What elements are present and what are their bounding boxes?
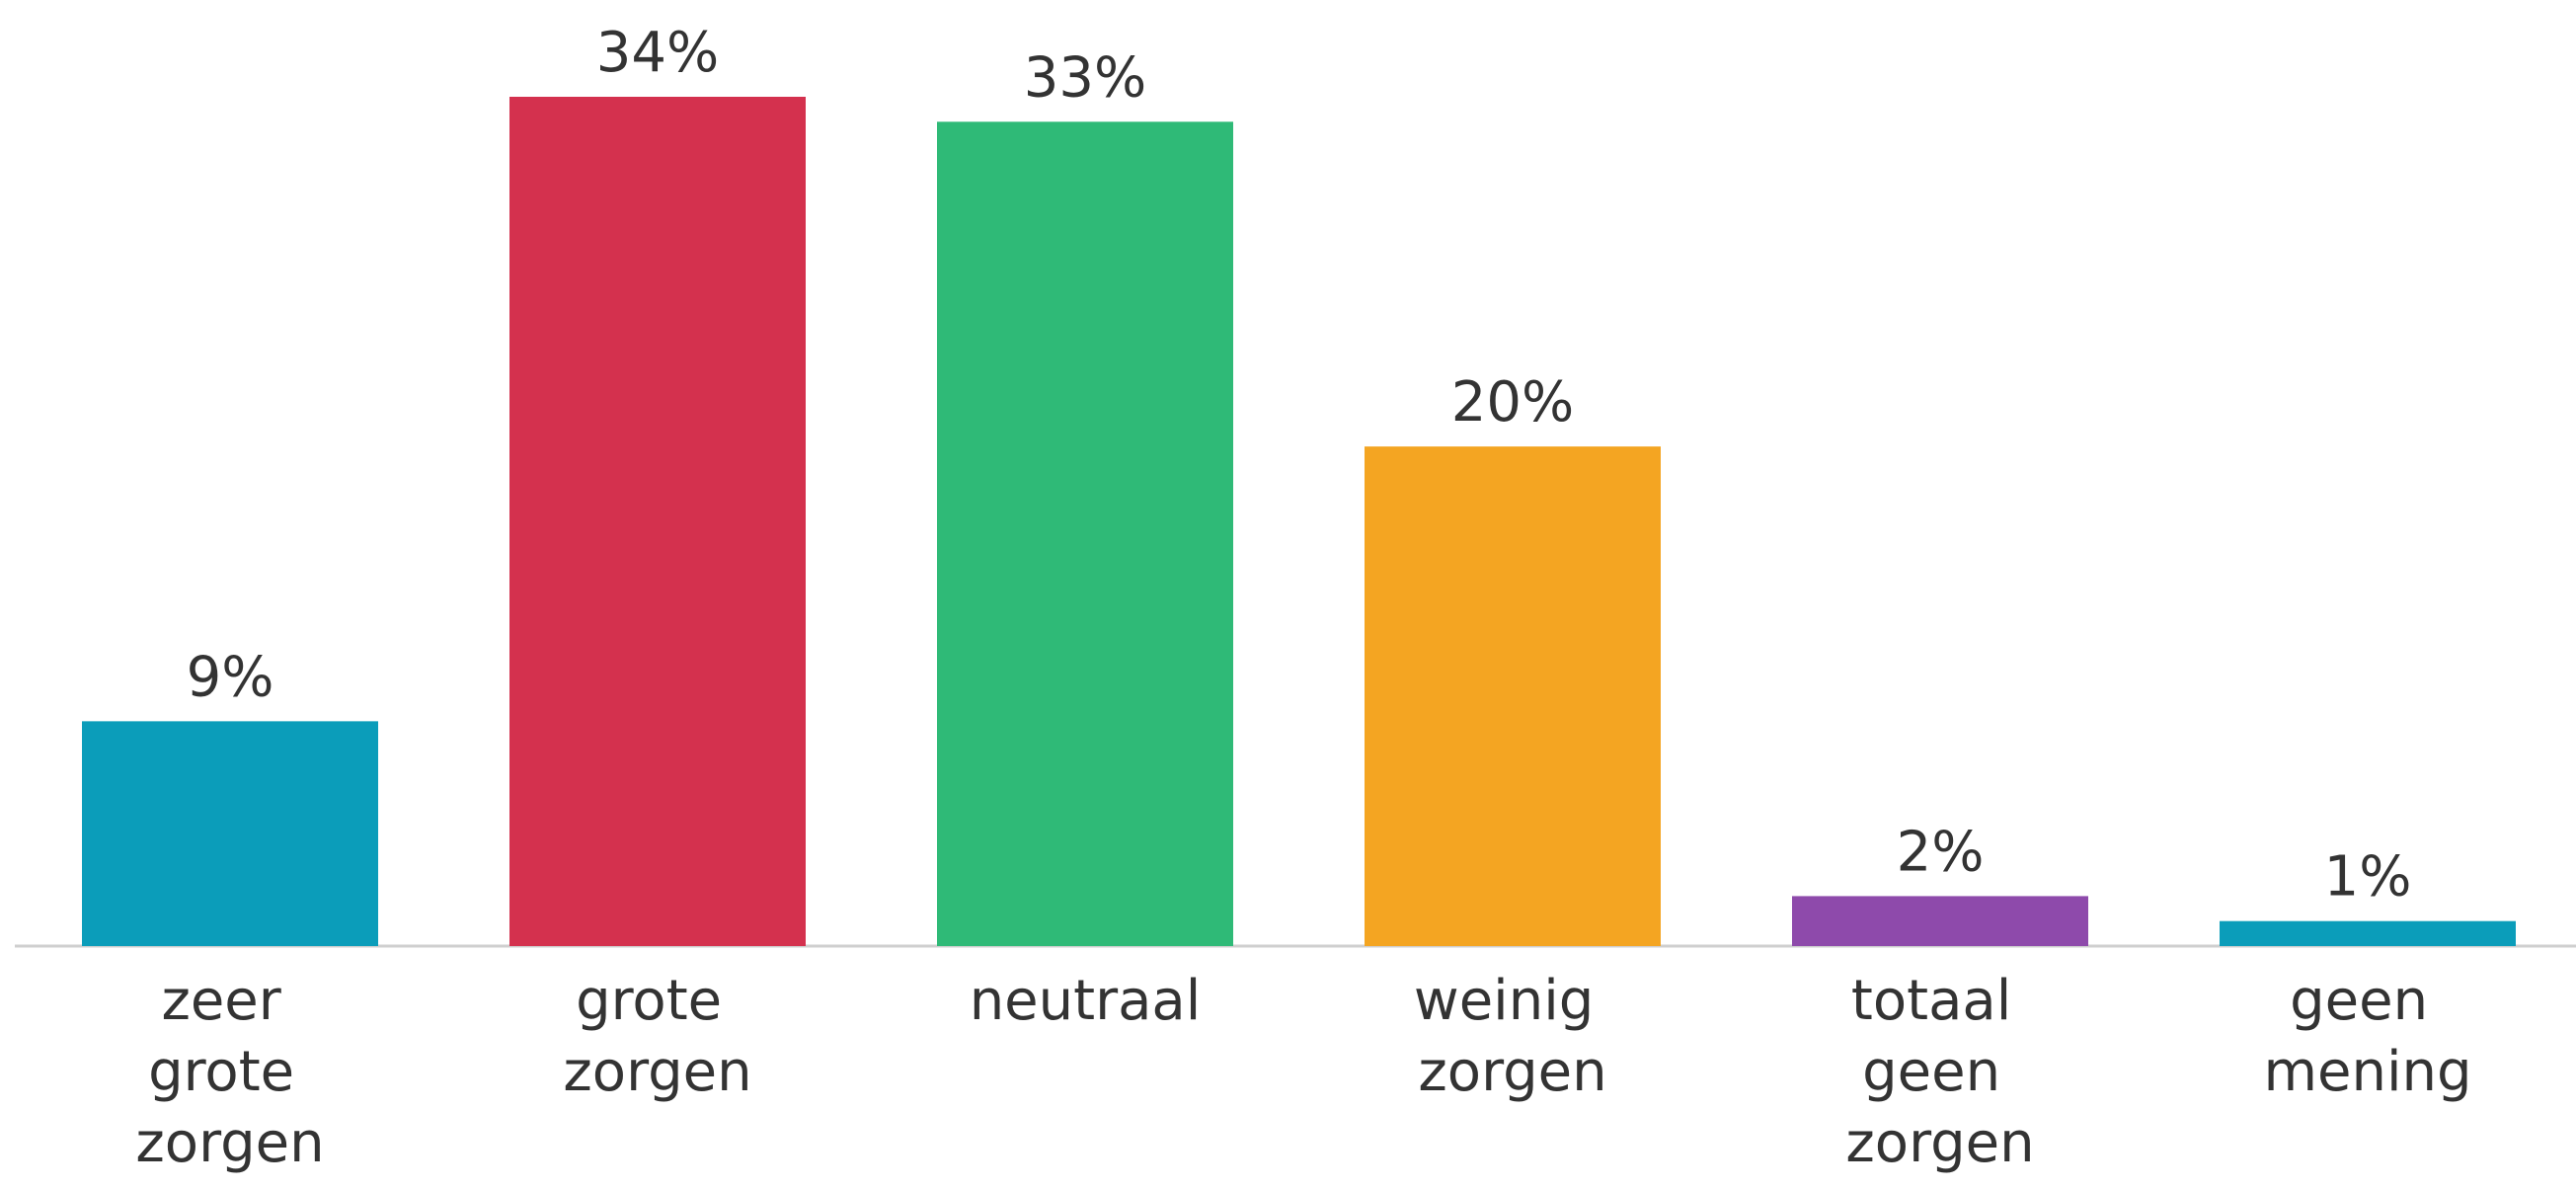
- value-label: 34%: [596, 21, 719, 85]
- value-label: 33%: [1024, 45, 1146, 110]
- value-label: 9%: [187, 645, 274, 709]
- bar: [937, 121, 1233, 946]
- x-tick-label: grote zorgen: [563, 969, 751, 1104]
- x-tick-label: weinig zorgen: [1414, 969, 1611, 1104]
- bar: [1365, 446, 1661, 946]
- x-tick-label: neutraal: [970, 969, 1202, 1033]
- bar: [509, 97, 806, 946]
- value-label: 2%: [1897, 820, 1985, 884]
- value-label: 20%: [1451, 370, 1574, 435]
- x-tick-label: totaal geen zorgen: [1845, 969, 2034, 1175]
- value-label: 1%: [2324, 845, 2412, 910]
- bar: [2220, 920, 2516, 946]
- bar: [1792, 896, 2088, 946]
- bar: [82, 721, 378, 946]
- x-tick-label: geen mening: [2263, 969, 2471, 1104]
- x-tick-label: zeer grote zorgen: [135, 969, 324, 1175]
